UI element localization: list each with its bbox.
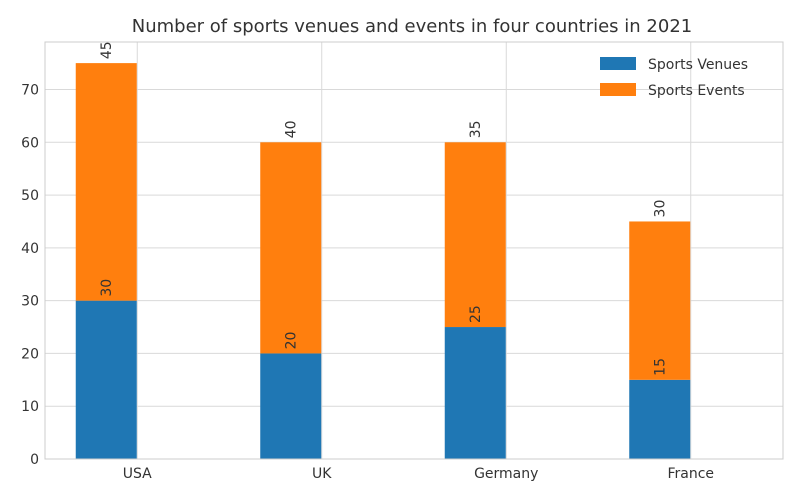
- data-label-sports-venues-uk: 20: [284, 332, 300, 350]
- legend: Sports Venues Sports Events: [600, 57, 748, 99]
- y-tick-label-50: 50: [21, 188, 39, 204]
- data-label-sports-events-uk: 40: [284, 120, 300, 138]
- data-label-sports-venues-france: 15: [653, 358, 669, 376]
- y-tick-label-40: 40: [21, 241, 39, 257]
- bar-sports-venues-germany: [444, 327, 506, 459]
- chart-title: Number of sports venues and events in fo…: [132, 16, 692, 37]
- y-tick-label-60: 60: [21, 135, 39, 151]
- bar-sports-venues-uk: [260, 353, 322, 459]
- bar-sports-events-france: [629, 221, 691, 380]
- data-label-sports-venues-germany: 25: [468, 305, 484, 323]
- bar-sports-venues-usa: [75, 300, 137, 459]
- axes: 0 10 20 30 40 50 60 70 USA UK Germany France: [21, 41, 784, 482]
- data-label-sports-venues-usa: 30: [99, 279, 115, 297]
- data-label-sports-events-france: 30: [653, 200, 669, 218]
- bar-sports-events-usa: [75, 63, 137, 301]
- bar-sports-events-germany: [444, 142, 506, 328]
- data-label-sports-events-germany: 35: [468, 120, 484, 138]
- x-tick-label-usa: USA: [123, 466, 152, 482]
- plot-frame: [44, 41, 784, 460]
- y-tick-label-0: 0: [30, 452, 39, 468]
- x-tick-label-france: France: [667, 466, 714, 482]
- legend-swatch-sports-events: [600, 83, 636, 96]
- legend-swatch-sports-venues: [600, 57, 636, 70]
- bar-sports-events-uk: [260, 142, 322, 354]
- y-tick-label-10: 10: [21, 399, 39, 415]
- y-tick-label-20: 20: [21, 346, 39, 362]
- x-tick-label-germany: Germany: [474, 466, 538, 482]
- y-tick-label-30: 30: [21, 294, 39, 310]
- bar-sports-venues-france: [629, 379, 691, 459]
- data-label-sports-events-usa: 45: [99, 41, 115, 59]
- bars: [75, 63, 691, 459]
- y-tick-label-70: 70: [21, 83, 39, 99]
- data-labels: 30 45 20 40 25 35 15 30: [99, 41, 669, 376]
- x-tick-label-uk: UK: [312, 466, 332, 482]
- legend-label-sports-venues: Sports Venues: [648, 57, 748, 73]
- grid: [45, 42, 783, 460]
- legend-label-sports-events: Sports Events: [648, 83, 745, 99]
